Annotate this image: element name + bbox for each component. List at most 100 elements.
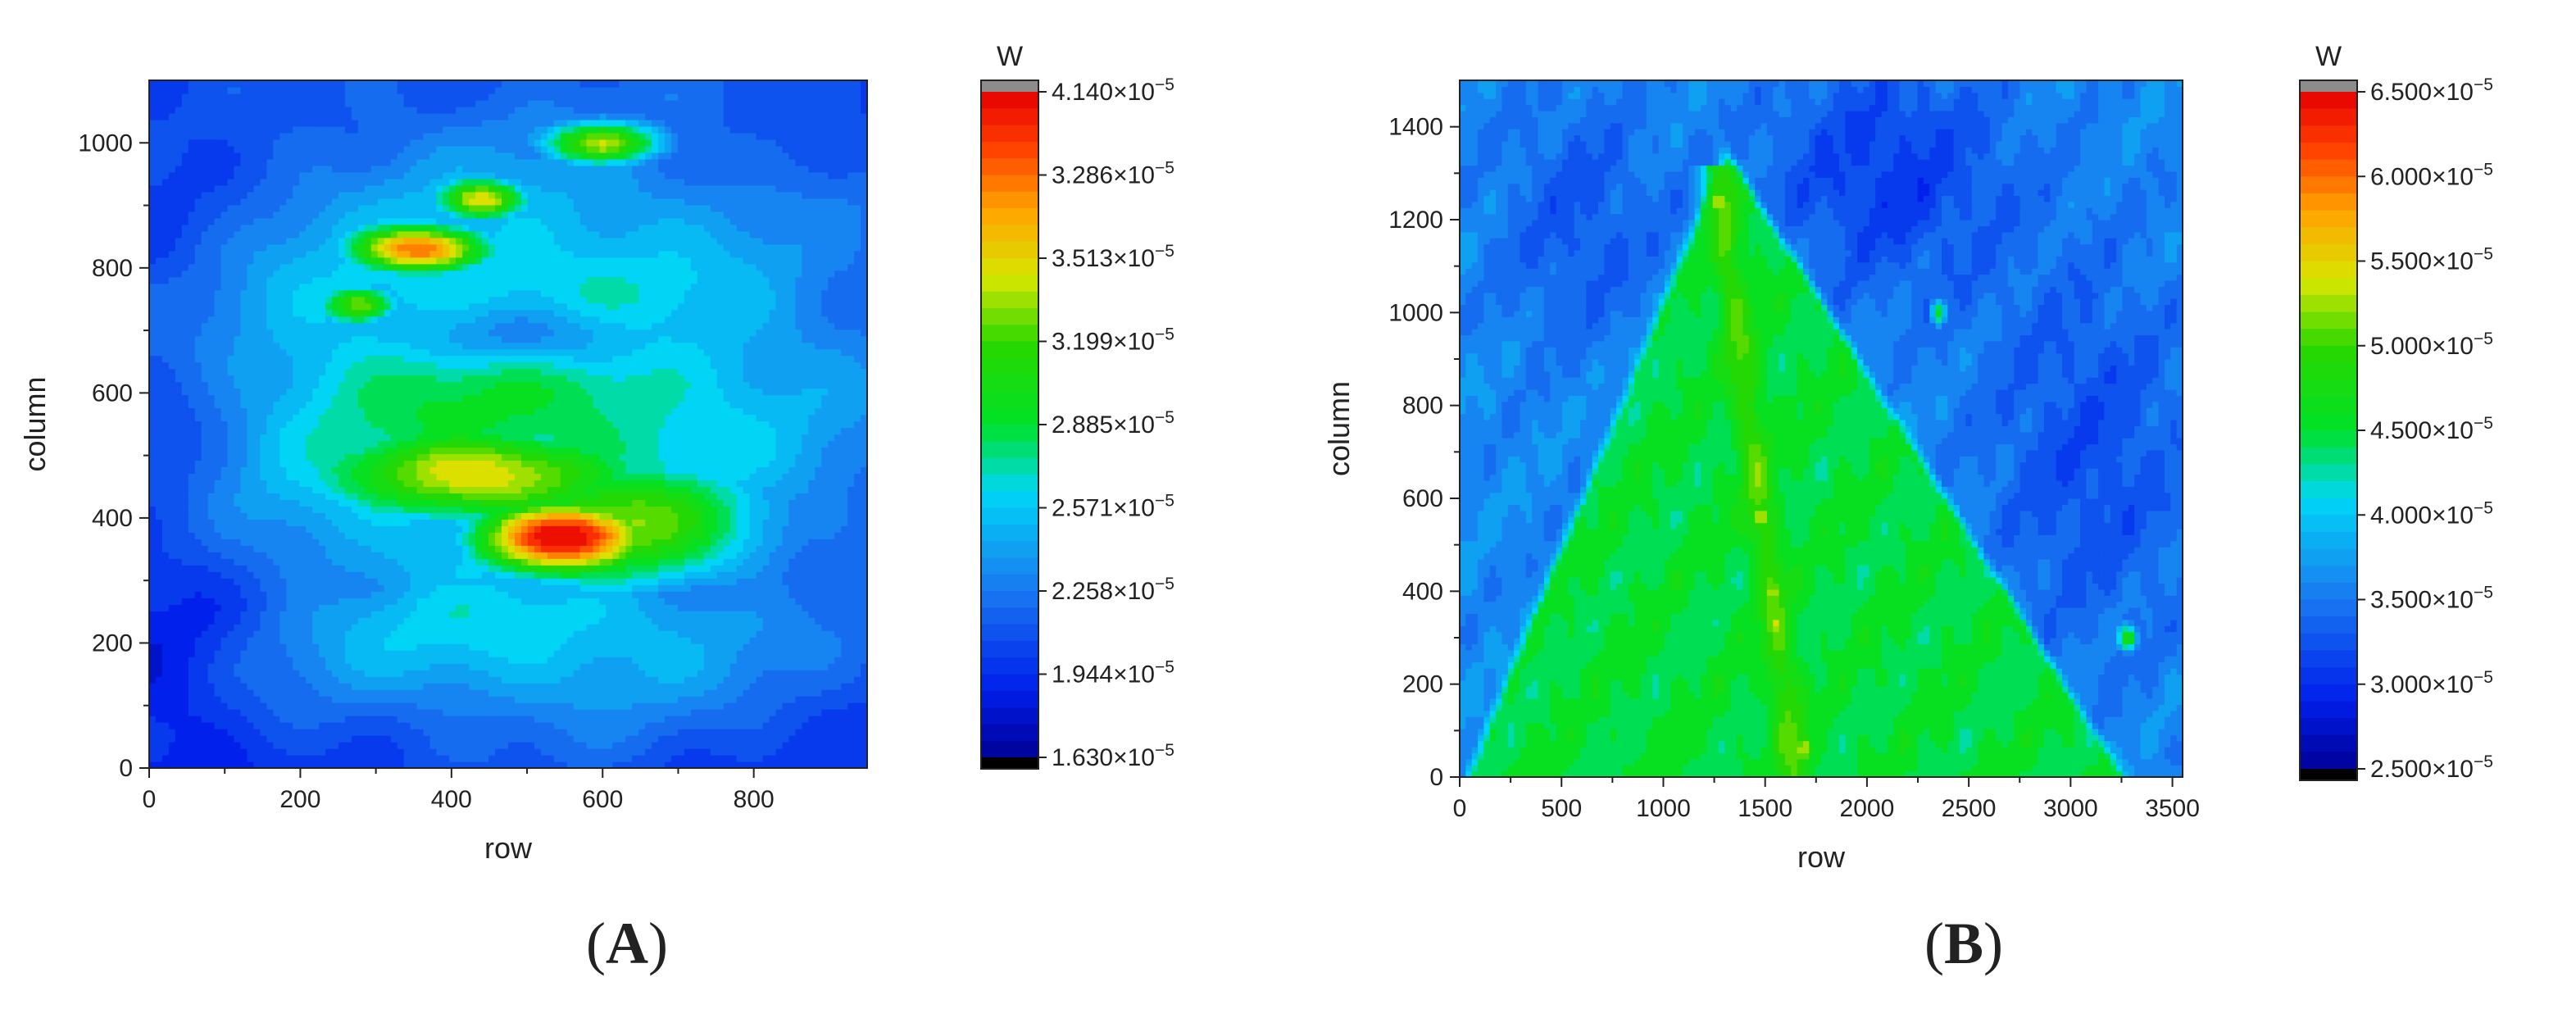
heatmap-cell [364, 263, 372, 271]
heatmap-cell [338, 139, 346, 147]
heatmap-cell [214, 139, 222, 147]
heatmap-cell [194, 525, 202, 533]
heatmap-cell [325, 447, 333, 455]
heatmap-cell [227, 604, 235, 611]
heatmap-cell [423, 558, 431, 566]
heatmap-cell [456, 493, 463, 500]
heatmap-cell [293, 486, 300, 493]
heatmap-cell [377, 637, 385, 644]
heatmap-cell [338, 434, 346, 442]
heatmap-cell [279, 617, 287, 625]
heatmap-cell [370, 598, 379, 605]
heatmap-cell [390, 145, 398, 153]
heatmap-cell [384, 139, 392, 147]
heatmap-cell [397, 329, 405, 337]
heatmap-cell [338, 532, 346, 539]
heatmap-cell [234, 237, 242, 245]
heatmap-cell [397, 257, 405, 265]
heatmap-cell [312, 440, 320, 448]
heatmap-cell [423, 722, 431, 729]
heatmap-cell [338, 676, 346, 684]
heatmap-cell [253, 106, 261, 114]
heatmap-cell [227, 401, 235, 409]
heatmap-cell [175, 171, 183, 180]
heatmap-cell [299, 381, 307, 389]
heatmap-cell [201, 335, 209, 343]
heatmap-cell [266, 250, 274, 258]
heatmap-cell [247, 198, 255, 206]
heatmap-cell [253, 224, 261, 232]
heatmap-cell [436, 184, 443, 193]
heatmap-cell [331, 722, 339, 729]
heatmap-cell [273, 184, 280, 193]
heatmap-cell [149, 361, 157, 370]
heatmap-cell [293, 316, 300, 324]
heatmap-cell [207, 414, 216, 422]
heatmap-cell [344, 139, 352, 147]
heatmap-cell [410, 571, 418, 579]
heatmap-cell [325, 348, 333, 357]
heatmap-cell [423, 243, 431, 252]
heatmap-cell [377, 748, 385, 756]
heatmap-cell [266, 283, 274, 291]
heatmap-cell [161, 80, 170, 88]
heatmap-cell [266, 309, 274, 317]
heatmap-cell [161, 742, 170, 749]
heatmap-cell [194, 158, 202, 166]
heatmap-cell [331, 525, 339, 533]
heatmap-cell [201, 191, 209, 199]
heatmap-cell [312, 302, 320, 311]
heatmap-cell [370, 270, 379, 278]
heatmap-cell [207, 401, 216, 409]
heatmap-cell [370, 761, 379, 769]
heatmap-cell [410, 283, 418, 291]
heatmap-cell [312, 735, 320, 743]
heatmap-cell [397, 132, 405, 140]
heatmap-cell [293, 571, 300, 579]
heatmap-cell [299, 152, 307, 160]
heatmap-cell [161, 86, 170, 94]
heatmap-cell [240, 473, 248, 481]
heatmap-cell [312, 499, 320, 507]
heatmap-cell [377, 604, 385, 611]
heatmap-cell [201, 224, 209, 232]
heatmap-cell [247, 512, 255, 520]
heatmap-cell [188, 270, 196, 278]
heatmap-cell [312, 545, 320, 552]
heatmap-cell [416, 414, 425, 422]
heatmap-cell [194, 584, 202, 592]
heatmap-cell [384, 99, 392, 107]
heatmap-cell [188, 532, 196, 539]
heatmap-cell [390, 722, 398, 729]
heatmap-cell [299, 466, 307, 475]
heatmap-cell [351, 309, 359, 317]
heatmap-cell [273, 316, 280, 324]
heatmap-cell [331, 486, 339, 493]
heatmap-cell [384, 145, 392, 153]
heatmap-cell [364, 217, 372, 225]
heatmap-cell [220, 584, 229, 592]
heatmap-cell [188, 99, 196, 107]
heatmap-cell [293, 224, 300, 232]
heatmap-cell [344, 709, 352, 716]
heatmap-cell [436, 552, 443, 559]
heatmap-cell [227, 263, 235, 271]
heatmap-cell [161, 506, 170, 513]
heatmap-cell [234, 663, 242, 670]
heatmap-cell [234, 99, 242, 107]
heatmap-cell [220, 322, 229, 330]
heatmap-cell [325, 257, 333, 265]
heatmap-cell [319, 532, 326, 539]
heatmap-cell [344, 335, 352, 343]
heatmap-cell [220, 670, 229, 677]
heatmap-cell [227, 637, 235, 644]
heatmap-cell [357, 486, 366, 493]
heatmap-cell [319, 388, 326, 396]
heatmap-cell [429, 519, 437, 526]
heatmap-cell [260, 93, 267, 101]
heatmap-cell [397, 276, 405, 284]
heatmap-cell [247, 86, 255, 94]
heatmap-cell [306, 565, 313, 572]
heatmap-cell [260, 184, 267, 193]
heatmap-cell [207, 106, 216, 114]
